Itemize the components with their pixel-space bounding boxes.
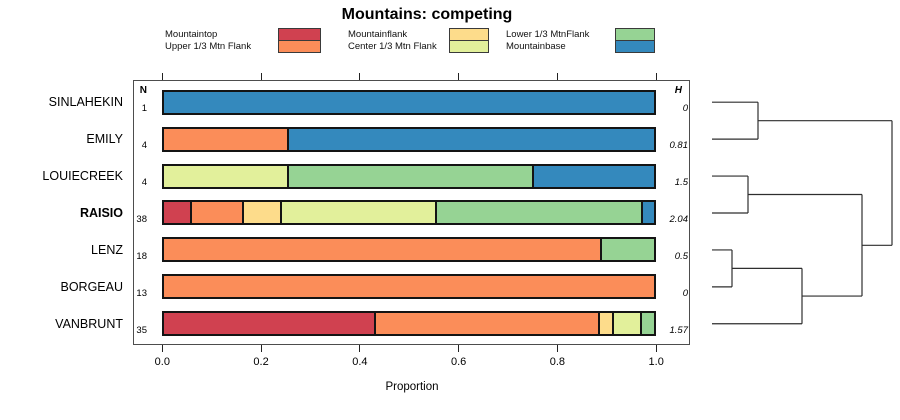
bar-row-raisio — [162, 200, 657, 226]
x-axis-bottom-tick — [556, 345, 558, 352]
legend-label-lower-flank: Lower 1/3 MtnFlank — [506, 29, 590, 40]
x-axis-top-tick — [458, 73, 460, 80]
chart-title: Mountains: competing — [341, 6, 513, 23]
y-axis-label-louiecreek: LOUIECREEK — [42, 169, 123, 184]
x-axis-title: Proportion — [385, 381, 439, 393]
bar-segment-4 — [434, 202, 642, 224]
x-axis-bottom-tick — [260, 345, 262, 352]
y-axis-label-lenz: LENZ — [91, 242, 123, 257]
bar-segment-5 — [286, 128, 655, 150]
h-value: 0.5 — [674, 250, 688, 262]
x-axis-top-tick — [359, 73, 361, 80]
legend-label-mountainflank: Mountainflank — [348, 29, 408, 40]
y-axis-label-sinlahekin: SINLAHEKIN — [48, 95, 123, 110]
n-value: 4 — [141, 140, 147, 152]
n-value: 4 — [141, 177, 147, 189]
bar-segment-1 — [164, 276, 655, 298]
x-axis-tick-label: 0.8 — [549, 356, 566, 368]
bar-segment-1 — [164, 128, 287, 150]
n-column-header: N — [139, 85, 147, 96]
bar-segment-0 — [164, 202, 191, 224]
bar-segment-2 — [598, 313, 613, 335]
bar-row-sinlahekin — [162, 89, 657, 115]
n-value: 13 — [136, 287, 147, 299]
plot-box — [133, 80, 690, 345]
bar-segment-5 — [164, 91, 655, 113]
bar-segment-5 — [531, 165, 655, 187]
h-value: 2.04 — [669, 213, 689, 225]
x-axis-tick-label: 1.0 — [648, 356, 664, 368]
bar-row-borgeau — [162, 274, 657, 300]
bar-segment-4 — [599, 239, 655, 261]
x-axis-top-tick — [260, 73, 262, 80]
bar-segment-5 — [641, 202, 655, 224]
x-axis-tick-label: 0.0 — [154, 356, 170, 368]
x-axis-bottom-tick — [359, 345, 361, 352]
x-axis-top-tick — [556, 73, 558, 80]
x-axis-tick-label: 0.4 — [352, 356, 368, 368]
y-axis-label-borgeau: BORGEAU — [60, 279, 123, 294]
bar-segment-4 — [286, 165, 532, 187]
h-column-header: H — [674, 85, 682, 96]
h-value: 0 — [682, 103, 688, 115]
h-value: 0 — [682, 287, 688, 299]
legend-label-mountainbase: Mountainbase — [506, 41, 566, 52]
n-value: 18 — [136, 250, 147, 262]
legend-label-mountaintop: Mountaintop — [165, 29, 218, 40]
n-value: 38 — [136, 213, 147, 225]
h-value: 1.57 — [669, 324, 689, 336]
x-axis-bottom-tick — [458, 345, 460, 352]
legend-swatch-upper-flank — [278, 39, 321, 53]
bar-segment-3 — [612, 313, 641, 335]
y-axis-label-emily: EMILY — [86, 132, 123, 147]
bar-row-emily — [162, 126, 657, 152]
bar-segment-1 — [164, 239, 600, 261]
x-axis-bottom-tick — [655, 345, 657, 352]
bar-segment-0 — [164, 313, 375, 335]
legend-swatch-center-flank — [449, 39, 489, 53]
x-axis-top-tick — [655, 73, 657, 80]
bar-segment-4 — [640, 313, 655, 335]
n-value: 1 — [141, 103, 147, 115]
bar-segment-2 — [241, 202, 281, 224]
n-value: 35 — [136, 324, 147, 336]
h-value: 0.81 — [669, 140, 689, 152]
h-value: 1.5 — [674, 177, 688, 189]
legend-label-upper-flank: Upper 1/3 Mtn Flank — [165, 41, 252, 52]
bar-row-vanbrunt — [162, 311, 657, 337]
bar-row-louiecreek — [162, 163, 657, 189]
x-axis-top-tick — [161, 73, 163, 80]
bar-segment-1 — [190, 202, 242, 224]
bar-row-lenz — [162, 237, 657, 263]
x-axis-tick-label: 0.6 — [450, 356, 467, 368]
x-axis-bottom-tick — [161, 345, 163, 352]
legend-swatch-mountainbase — [615, 39, 655, 53]
legend-label-center-flank: Center 1/3 Mtn Flank — [348, 41, 437, 52]
bar-segment-1 — [374, 313, 599, 335]
bar-segment-3 — [280, 202, 435, 224]
y-axis-label-raisio: RAISIO — [79, 205, 123, 220]
bar-segment-3 — [164, 165, 287, 187]
x-axis-tick-label: 0.2 — [253, 356, 269, 368]
y-axis-label-vanbrunt: VANBRUNT — [55, 316, 123, 331]
